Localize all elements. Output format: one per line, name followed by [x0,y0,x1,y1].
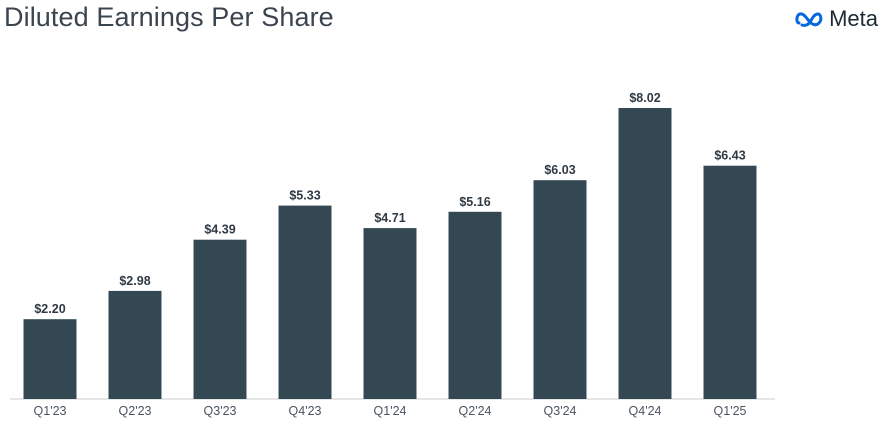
bar-Q2'24 [448,211,502,399]
value-labels-group: $2.20 $2.98 $4.39 $5.33 $4.71 $5.16 $6.03 $8.02… [34,91,745,316]
bar-Q4'23 [278,205,332,399]
tick-label-Q1'24: Q1'24 [374,404,407,418]
tick-label-Q3'23: Q3'23 [204,404,237,418]
value-label-Q3'23: $4.39 [204,223,235,237]
tick-label-Q2'23: Q2'23 [119,404,152,418]
bar-Q1'23 [23,319,77,399]
bar-Q1'25 [703,165,757,399]
value-label-Q2'23: $2.98 [119,274,150,288]
value-label-Q2'24: $5.16 [459,195,490,209]
tick-label-Q2'24: Q2'24 [459,404,492,418]
value-label-Q4'24: $8.02 [629,91,660,105]
bar-Q4'24 [618,108,672,399]
tick-label-Q4'24: Q4'24 [629,404,662,418]
chart-title: Diluted Earnings Per Share [4,2,334,32]
bar-Q1'24 [363,228,417,399]
value-label-Q1'24: $4.71 [374,211,405,225]
brand-name: Meta [829,6,878,31]
tick-labels-group: Q1'23 Q2'23 Q3'23 Q4'23 Q1'24 Q2'24 Q3'24 Q4'24… [34,404,747,418]
value-label-Q1'23: $2.20 [34,302,65,316]
bars-group [23,108,757,399]
value-label-Q1'25: $6.43 [714,149,745,163]
bar-Q3'23 [193,239,247,399]
value-label-Q4'23: $5.33 [289,189,320,203]
tick-label-Q1'23: Q1'23 [34,404,67,418]
meta-logo: Meta [795,6,878,32]
tick-label-Q3'24: Q3'24 [544,404,577,418]
meta-infinity-icon [795,12,823,27]
bar-Q2'23 [108,290,162,399]
tick-label-Q1'25: Q1'25 [714,404,747,418]
bar-Q3'24 [533,180,587,399]
value-label-Q3'24: $6.03 [544,163,575,177]
tick-label-Q4'23: Q4'23 [289,404,322,418]
